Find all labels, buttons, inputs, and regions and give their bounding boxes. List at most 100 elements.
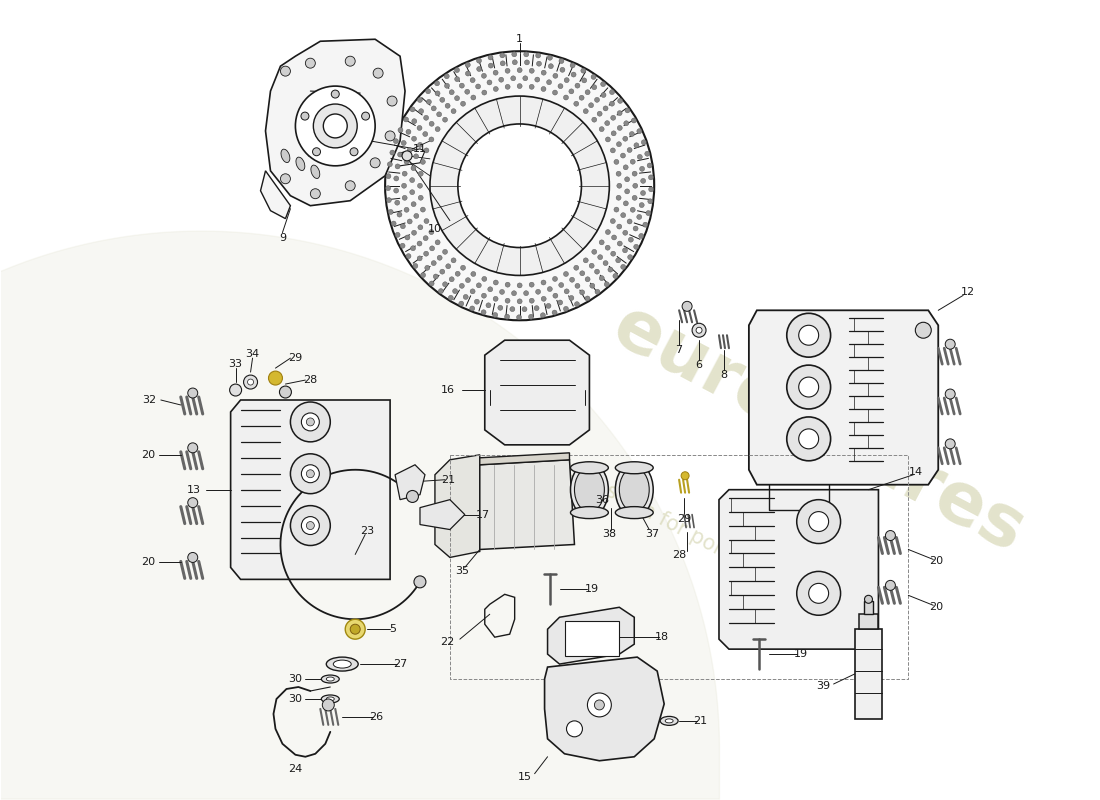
Circle shape xyxy=(610,218,615,223)
Circle shape xyxy=(605,230,610,234)
Circle shape xyxy=(394,176,399,181)
Text: 12: 12 xyxy=(961,287,976,298)
Ellipse shape xyxy=(615,462,653,517)
Circle shape xyxy=(417,256,422,261)
Circle shape xyxy=(886,580,895,590)
Circle shape xyxy=(563,271,569,277)
Circle shape xyxy=(618,98,623,103)
Circle shape xyxy=(529,298,535,303)
Circle shape xyxy=(541,296,547,302)
Ellipse shape xyxy=(574,468,604,512)
Circle shape xyxy=(505,298,510,303)
Text: 5: 5 xyxy=(389,624,397,634)
Circle shape xyxy=(406,130,411,134)
Circle shape xyxy=(603,106,608,111)
Circle shape xyxy=(465,62,471,67)
Circle shape xyxy=(451,109,456,114)
Circle shape xyxy=(564,289,569,294)
Circle shape xyxy=(449,295,453,300)
Circle shape xyxy=(417,126,422,130)
Circle shape xyxy=(630,159,635,164)
Text: 8: 8 xyxy=(720,370,727,380)
Circle shape xyxy=(945,389,955,399)
Circle shape xyxy=(411,230,417,235)
Circle shape xyxy=(609,101,615,106)
Bar xyxy=(564,622,619,656)
Circle shape xyxy=(424,218,429,223)
Circle shape xyxy=(493,313,497,318)
Circle shape xyxy=(570,278,574,282)
Circle shape xyxy=(631,118,637,123)
Circle shape xyxy=(590,283,595,288)
Circle shape xyxy=(188,498,198,508)
Circle shape xyxy=(529,68,535,74)
Circle shape xyxy=(592,85,596,90)
Circle shape xyxy=(552,277,558,282)
Circle shape xyxy=(696,327,702,334)
Circle shape xyxy=(323,114,348,138)
Circle shape xyxy=(558,84,563,89)
Text: 28: 28 xyxy=(672,550,686,561)
Circle shape xyxy=(616,195,622,200)
Circle shape xyxy=(634,244,639,250)
Circle shape xyxy=(398,127,403,133)
Circle shape xyxy=(482,74,486,78)
Circle shape xyxy=(314,104,358,148)
Circle shape xyxy=(460,283,464,288)
Circle shape xyxy=(640,190,646,195)
Ellipse shape xyxy=(571,506,608,518)
Circle shape xyxy=(640,178,646,183)
Ellipse shape xyxy=(660,716,678,726)
Bar xyxy=(858,614,879,630)
Circle shape xyxy=(397,212,401,217)
Polygon shape xyxy=(544,657,664,761)
Circle shape xyxy=(188,388,198,398)
Circle shape xyxy=(536,290,540,294)
Circle shape xyxy=(307,418,315,426)
Circle shape xyxy=(307,470,315,478)
Circle shape xyxy=(529,282,535,287)
Circle shape xyxy=(418,195,424,200)
Circle shape xyxy=(547,80,551,85)
Circle shape xyxy=(600,126,604,132)
Circle shape xyxy=(617,183,621,188)
Circle shape xyxy=(418,225,422,230)
Circle shape xyxy=(424,115,429,120)
Circle shape xyxy=(692,323,706,338)
Circle shape xyxy=(410,107,415,112)
Circle shape xyxy=(649,187,653,192)
Circle shape xyxy=(614,159,619,164)
Circle shape xyxy=(280,174,290,184)
Circle shape xyxy=(350,148,358,156)
Circle shape xyxy=(625,177,629,182)
Circle shape xyxy=(386,198,392,202)
Circle shape xyxy=(493,70,498,75)
Circle shape xyxy=(595,290,600,294)
Circle shape xyxy=(799,326,818,345)
Circle shape xyxy=(582,78,586,83)
Circle shape xyxy=(786,314,830,357)
Circle shape xyxy=(583,258,588,263)
Circle shape xyxy=(268,371,283,385)
Circle shape xyxy=(610,115,616,120)
Circle shape xyxy=(617,241,623,246)
Text: 15: 15 xyxy=(518,772,531,782)
Circle shape xyxy=(487,286,493,292)
Circle shape xyxy=(279,386,292,398)
Circle shape xyxy=(575,283,580,288)
Polygon shape xyxy=(719,490,879,649)
Circle shape xyxy=(629,131,635,137)
Circle shape xyxy=(436,126,440,132)
Circle shape xyxy=(616,171,622,176)
Text: 10: 10 xyxy=(428,223,442,234)
Circle shape xyxy=(563,306,569,311)
Circle shape xyxy=(397,152,403,157)
Circle shape xyxy=(553,293,558,298)
Circle shape xyxy=(429,281,434,286)
Circle shape xyxy=(499,290,505,294)
Circle shape xyxy=(505,68,510,74)
Circle shape xyxy=(886,530,895,541)
Polygon shape xyxy=(485,340,590,445)
Circle shape xyxy=(517,68,522,73)
Circle shape xyxy=(404,207,409,212)
